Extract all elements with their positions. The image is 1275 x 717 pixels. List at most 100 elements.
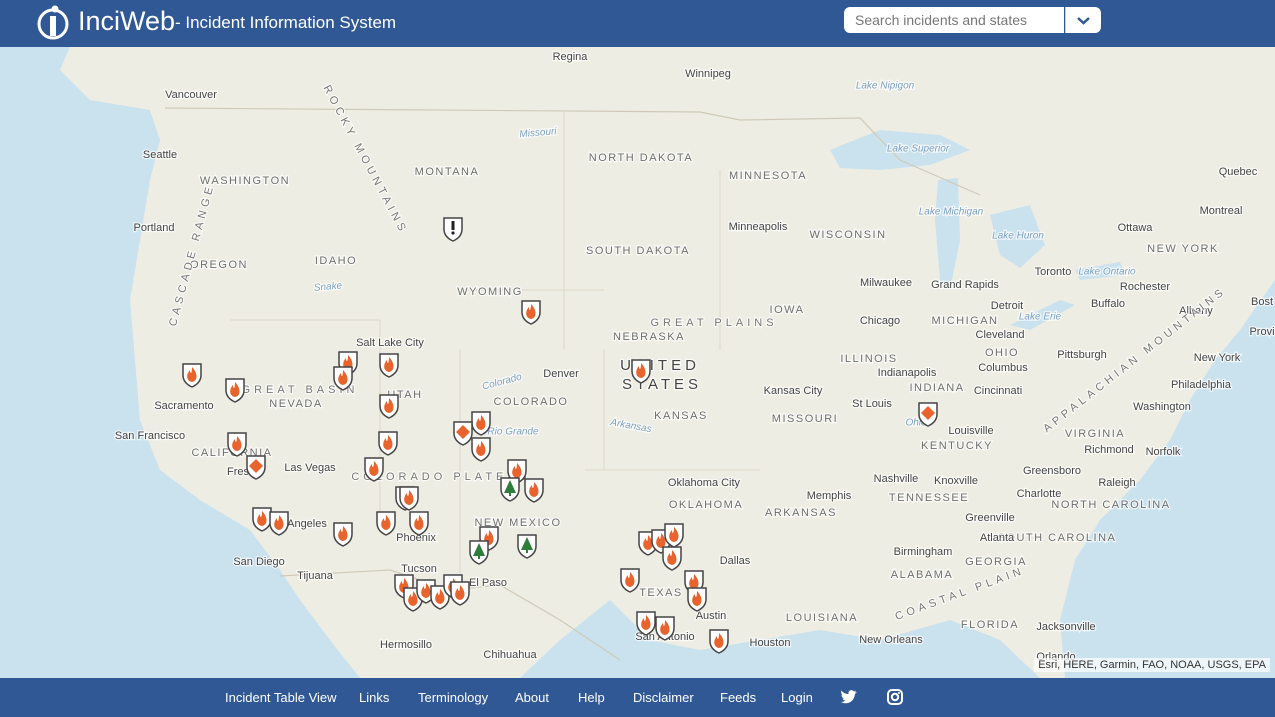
flame-icon	[338, 526, 348, 541]
incident-marker[interactable]	[655, 616, 675, 641]
map-label: GEORGIA	[965, 556, 1027, 568]
flame-icon	[641, 615, 651, 630]
map-label: Indianapolis	[878, 367, 937, 379]
map-label: Snake	[313, 280, 343, 293]
map-label: NEBRASKA	[613, 331, 685, 343]
map-label: Winnipeg	[685, 68, 731, 80]
lake-erie	[1010, 300, 1075, 330]
incident-marker[interactable]	[524, 478, 544, 503]
tree-icon	[504, 480, 516, 496]
incident-marker[interactable]	[687, 587, 707, 612]
incident-marker[interactable]	[379, 394, 399, 419]
incident-marker[interactable]	[631, 359, 651, 384]
map-label: Grand Rapids	[931, 279, 999, 291]
map-label: Albany	[1179, 305, 1213, 317]
incident-marker[interactable]	[709, 629, 729, 654]
incident-marker[interactable]	[269, 511, 289, 536]
map-label: Greenville	[965, 512, 1015, 524]
flame-icon	[529, 482, 539, 497]
incident-marker[interactable]	[379, 353, 399, 378]
map-label: Memphis	[807, 490, 852, 502]
incident-marker[interactable]	[636, 611, 656, 636]
map-label: Tijuana	[297, 570, 334, 582]
incident-marker[interactable]	[471, 437, 491, 462]
incident-marker[interactable]	[662, 546, 682, 571]
incident-marker[interactable]	[450, 581, 470, 606]
incident-marker[interactable]	[521, 300, 541, 325]
incident-marker[interactable]	[333, 522, 353, 547]
footer-link[interactable]: Incident Table View	[225, 690, 337, 705]
incident-marker[interactable]	[246, 455, 266, 480]
map-label: ILLINOIS	[840, 353, 897, 365]
map-label: Houston	[750, 637, 791, 649]
flame-icon	[381, 515, 391, 530]
flame-icon	[692, 591, 702, 606]
border-line	[279, 569, 621, 661]
footer-link[interactable]: Login	[781, 690, 813, 705]
incident-marker[interactable]	[333, 366, 353, 391]
map-label: SOUTH CAROLINA	[998, 532, 1117, 544]
diamond-icon	[921, 406, 935, 420]
incident-marker[interactable]	[453, 421, 473, 446]
map-label: MISSOURI	[772, 413, 838, 425]
incident-marker[interactable]	[227, 432, 247, 457]
search-dropdown[interactable]	[1065, 7, 1101, 33]
footer-link[interactable]: Terminology	[418, 690, 489, 705]
diamond-icon	[249, 459, 263, 473]
incident-marker[interactable]	[664, 523, 684, 548]
incident-marker[interactable]	[252, 507, 272, 532]
footer-link[interactable]: Disclaimer	[633, 690, 694, 705]
instagram-icon[interactable]	[887, 689, 903, 705]
incident-marker[interactable]	[918, 402, 938, 427]
map-label: SOUTH DAKOTA	[586, 245, 690, 257]
map-label: MONTANA	[415, 166, 480, 178]
footer-link[interactable]: About	[515, 690, 549, 705]
search-input[interactable]: Search incidents and states	[844, 7, 1064, 33]
map-label: COLORADO PLATEAU	[351, 471, 530, 483]
incident-marker[interactable]	[376, 511, 396, 536]
map-label: WISCONSIN	[809, 229, 886, 241]
map-label: NORTH CAROLINA	[1051, 499, 1170, 511]
map-label: Lake Erie	[1019, 312, 1062, 323]
map-label: Oklahoma City	[668, 477, 741, 489]
map-label: Chicago	[860, 315, 900, 327]
flame-icon	[384, 398, 394, 413]
footer-link[interactable]: Feeds	[720, 690, 757, 705]
map-label: Portland	[134, 222, 175, 234]
incident-marker[interactable]	[409, 511, 429, 536]
incident-marker[interactable]	[469, 540, 489, 565]
map-label: Ottawa	[1118, 222, 1154, 234]
flame-icon	[669, 527, 679, 542]
incident-marker[interactable]	[399, 486, 419, 511]
footer-link[interactable]: Links	[359, 690, 390, 705]
incident-marker[interactable]	[517, 534, 537, 559]
incident-marker[interactable]	[225, 378, 245, 403]
footer-link[interactable]: Help	[578, 690, 605, 705]
map-label: New York	[1194, 352, 1241, 364]
map[interactable]: Regina Winnipeg Lake Nipigon Vancouver Seatt…	[0, 47, 1275, 678]
map-label: Lake Ontario	[1078, 267, 1136, 278]
incident-marker[interactable]	[430, 585, 450, 610]
map-label: Denver	[543, 368, 579, 380]
flame-icon	[408, 591, 418, 606]
map-label: Salt Lake City	[356, 337, 424, 349]
incident-marker[interactable]	[378, 431, 398, 456]
logo-text[interactable]: InciWeb	[78, 6, 176, 36]
flame-icon	[414, 515, 424, 530]
incident-marker[interactable]	[182, 363, 202, 388]
map-label: WASHINGTON	[200, 175, 290, 187]
incident-marker[interactable]	[500, 477, 520, 502]
map-label: Sacramento	[154, 400, 213, 412]
map-label: Detroit	[991, 300, 1023, 312]
incident-marker[interactable]	[471, 411, 491, 436]
twitter-icon[interactable]	[840, 689, 858, 705]
incident-marker[interactable]	[620, 568, 640, 593]
incident-marker[interactable]	[364, 457, 384, 482]
incident-marker[interactable]	[443, 217, 463, 242]
map-label: Minneapolis	[729, 221, 788, 233]
map-label: Montreal	[1200, 205, 1243, 217]
flame-icon	[660, 620, 670, 635]
map-label: Angeles	[287, 518, 327, 530]
flame-icon	[636, 363, 646, 378]
